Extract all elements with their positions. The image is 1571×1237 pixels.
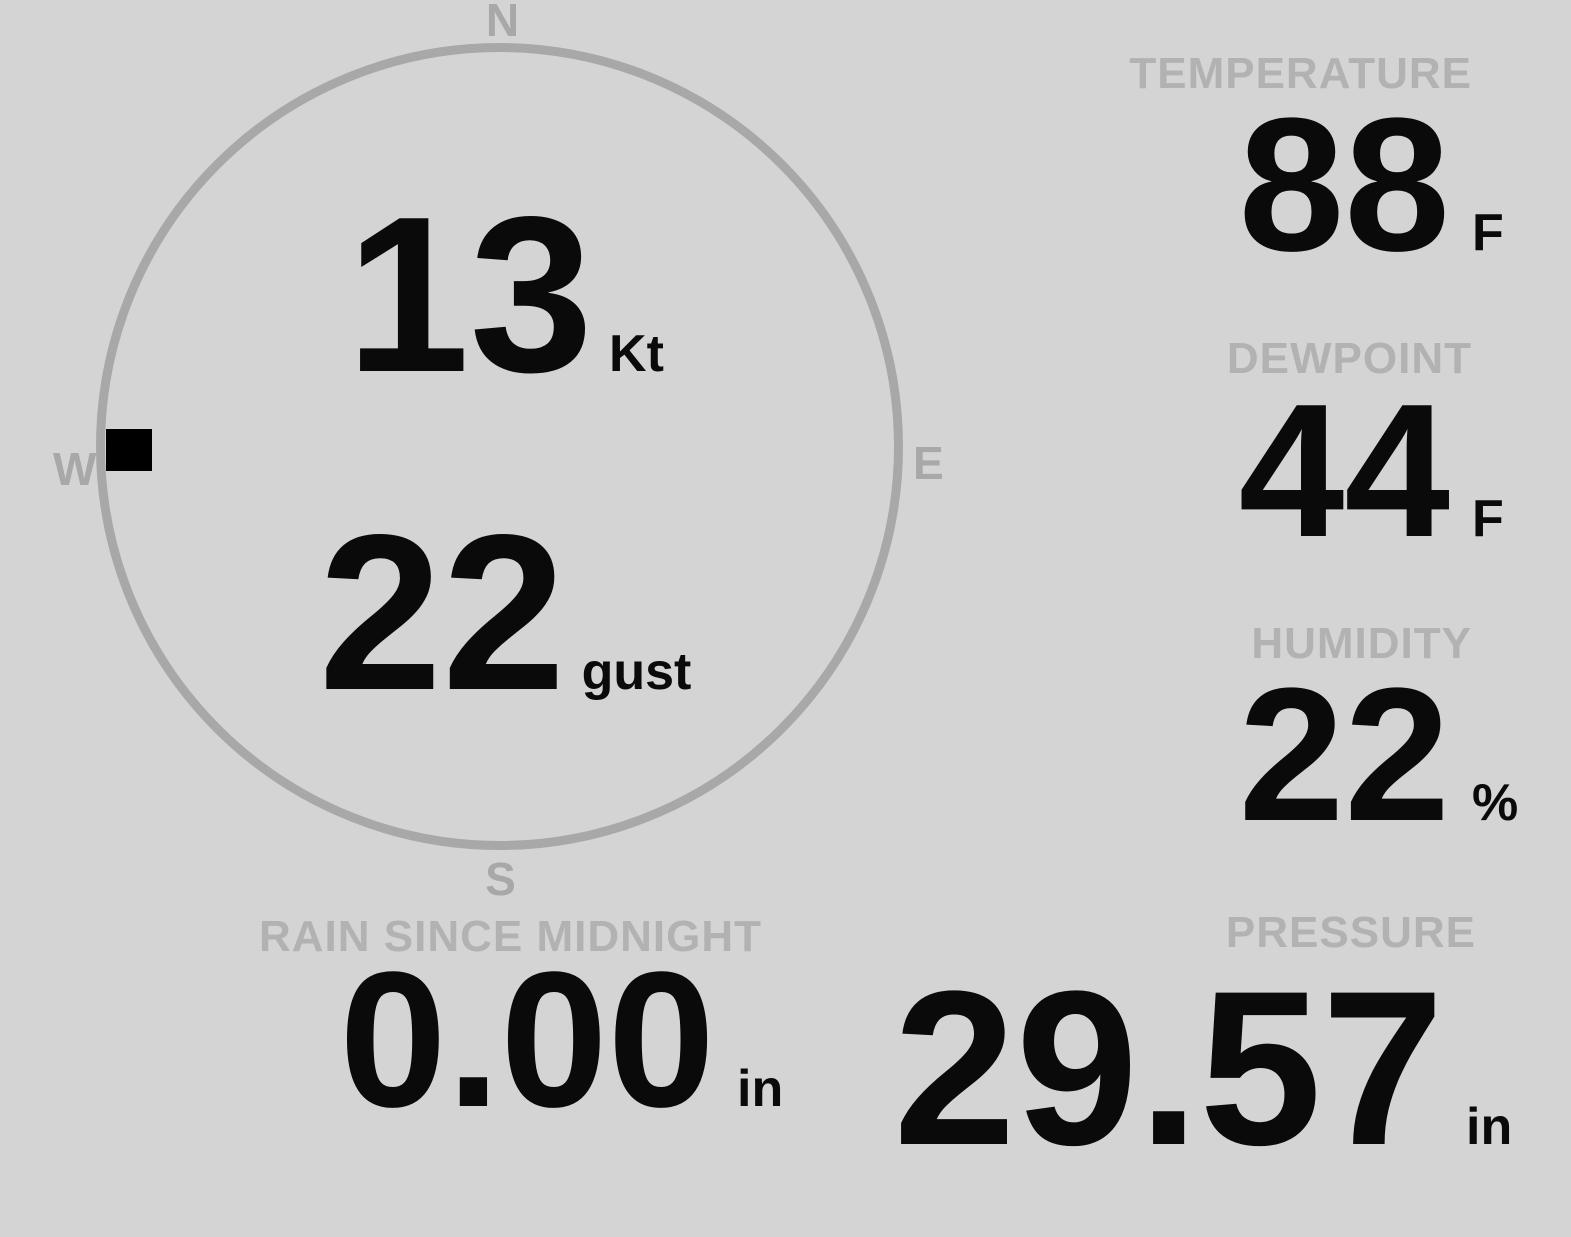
dewpoint-value: 44 [1238, 365, 1450, 577]
compass-cardinal-east: E [913, 437, 945, 489]
wind-gust-value: 22 [318, 489, 566, 737]
wind-direction-marker-icon [106, 429, 152, 471]
temperature-reading: 88 F [1238, 79, 1504, 291]
compass-cardinal-south: S [485, 853, 517, 905]
humidity-reading: 22% [1238, 649, 1519, 861]
humidity-label: HUMIDITY [1251, 619, 1472, 668]
pressure-label: PRESSURE [1225, 908, 1476, 957]
wind-speed-unit: Kt [609, 325, 664, 383]
rain-label: RAIN SINCE MIDNIGHT [259, 912, 762, 961]
humidity-value: 22 [1238, 649, 1450, 861]
rain-value: 0.00 [339, 931, 715, 1147]
temperature-label: TEMPERATURE [1129, 49, 1472, 98]
compass-cardinal-west: W [53, 443, 98, 495]
wind-speed: 13 Kt [346, 184, 664, 406]
wind-speed-value: 13 [346, 171, 594, 419]
pressure-value: 29.57 [893, 945, 1444, 1191]
dewpoint-label: DEWPOINT [1226, 334, 1472, 383]
rain-reading: 0.00 in [339, 931, 784, 1147]
temperature-value: 88 [1238, 79, 1450, 291]
pressure-reading: 29.57 in [893, 945, 1513, 1191]
wind-gust-unit: gust [581, 643, 692, 701]
dewpoint-reading: 44 F [1238, 365, 1504, 577]
wind-gust: 22 gust [319, 502, 692, 724]
compass-cardinal-north: N [485, 0, 521, 46]
wind-compass-ring [96, 43, 903, 850]
